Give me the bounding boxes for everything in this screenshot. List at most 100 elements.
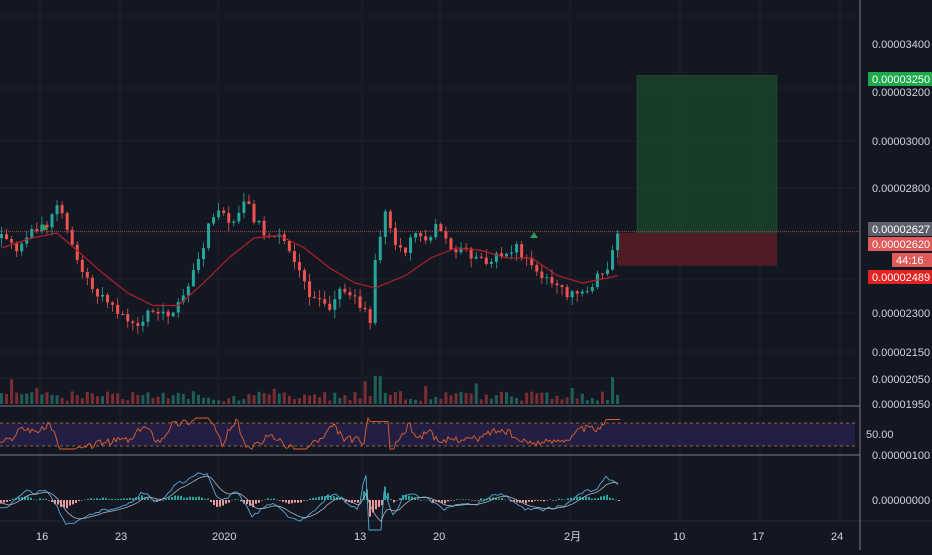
macd-histogram-bar bbox=[501, 498, 503, 500]
candle-body bbox=[0, 234, 3, 238]
macd-histogram-bar bbox=[111, 498, 113, 500]
macd-histogram-bar bbox=[465, 499, 467, 501]
volume-bar bbox=[540, 392, 544, 404]
macd-histogram-bar bbox=[567, 498, 569, 500]
volume-bar bbox=[65, 400, 69, 404]
macd-histogram-bar bbox=[597, 498, 599, 500]
macd-tick: 0.00000100 bbox=[872, 450, 930, 462]
macd-histogram-bar bbox=[279, 500, 281, 501]
volume-bar bbox=[575, 398, 579, 404]
volume-bar bbox=[176, 392, 180, 404]
candle-body bbox=[535, 265, 539, 272]
macd-histogram-bar bbox=[132, 498, 134, 500]
price-tick: 0.00003000 bbox=[872, 136, 930, 148]
candle-body bbox=[565, 287, 569, 298]
candle-body bbox=[378, 236, 382, 260]
macd-line bbox=[0, 472, 619, 531]
volume-bar bbox=[308, 395, 312, 404]
candle-body bbox=[540, 271, 544, 278]
macd-histogram-bar bbox=[294, 500, 296, 503]
volume-bar bbox=[15, 392, 19, 404]
volume-bar bbox=[121, 399, 125, 404]
macd-histogram-bar bbox=[102, 497, 104, 500]
macd-histogram-bar bbox=[3, 500, 5, 503]
candle-body bbox=[186, 286, 190, 296]
macd-histogram-bar bbox=[609, 497, 611, 500]
candle-body bbox=[95, 289, 99, 297]
candle-body bbox=[30, 228, 34, 238]
candle-body bbox=[580, 291, 584, 294]
macd-histogram-bar bbox=[468, 499, 470, 500]
volume-bar bbox=[227, 398, 231, 404]
volume-bar bbox=[262, 393, 266, 404]
profit-zone[interactable] bbox=[636, 75, 778, 234]
macd-histogram-bar bbox=[291, 500, 293, 504]
macd-histogram-bar bbox=[108, 499, 110, 500]
candle-body bbox=[328, 303, 332, 310]
candle-body bbox=[429, 237, 433, 241]
volume-bars bbox=[0, 375, 620, 404]
macd-histogram-bar bbox=[483, 498, 485, 500]
candle-body bbox=[469, 248, 473, 259]
volume-bar bbox=[257, 391, 261, 404]
macd-histogram-bar bbox=[183, 497, 185, 500]
candle-body bbox=[5, 234, 9, 240]
price-axis[interactable]: 0.00003400 0.00003200 0.00003000 0.00002… bbox=[868, 39, 932, 411]
volume-bar bbox=[494, 395, 498, 404]
loss-zone[interactable] bbox=[617, 233, 777, 266]
volume-bar bbox=[136, 394, 140, 404]
candle-body bbox=[262, 220, 266, 236]
time-axis[interactable]: 16 23 2020 13 20 2月 10 17 24 bbox=[36, 531, 843, 543]
macd-histogram-bar bbox=[18, 497, 20, 500]
candle-body bbox=[207, 223, 211, 249]
signal-arrow-icon bbox=[40, 224, 48, 230]
macd-histogram-bar bbox=[297, 500, 299, 503]
candle-body bbox=[297, 261, 301, 271]
candle-body bbox=[545, 277, 549, 279]
candle-body bbox=[479, 256, 483, 258]
volume-bar bbox=[398, 391, 402, 404]
candle-body bbox=[35, 228, 39, 232]
macd-histogram-bar bbox=[204, 499, 206, 500]
candle-body bbox=[151, 310, 155, 312]
macd-histogram-bar bbox=[219, 500, 221, 507]
macd-histogram-bar bbox=[396, 500, 398, 501]
volume-bar bbox=[449, 395, 453, 404]
volume-bar bbox=[272, 388, 276, 404]
candle-body bbox=[550, 277, 554, 284]
macd-histogram-bar bbox=[432, 500, 434, 503]
macd-histogram-bar bbox=[240, 500, 242, 502]
candle-body bbox=[560, 285, 564, 288]
macd-histogram-bar bbox=[618, 500, 620, 501]
macd-histogram-bar bbox=[579, 496, 581, 500]
candle-body bbox=[489, 261, 493, 264]
price-tick: 0.00002050 bbox=[872, 374, 930, 386]
candle-body bbox=[308, 281, 312, 298]
candle-body bbox=[611, 250, 615, 270]
volume-bar bbox=[560, 399, 564, 404]
macd-histogram-bar bbox=[174, 495, 176, 500]
candle-body bbox=[227, 213, 231, 223]
volume-bar bbox=[409, 398, 413, 404]
volume-bar bbox=[595, 400, 599, 404]
candle-body bbox=[555, 283, 559, 286]
candle-body bbox=[80, 259, 84, 272]
macd-histogram-bar bbox=[441, 500, 443, 503]
volume-bar bbox=[469, 393, 473, 404]
volume-bar bbox=[343, 395, 347, 404]
macd-histogram-bar bbox=[138, 497, 140, 500]
macd-histogram-bar bbox=[150, 499, 152, 501]
macd-histogram-bar bbox=[255, 500, 257, 504]
macd-signal-line bbox=[0, 475, 619, 523]
volume-bar bbox=[191, 391, 195, 404]
macd-histogram-bar bbox=[186, 497, 188, 500]
macd-histogram-bar bbox=[438, 500, 440, 503]
macd-histogram-bar bbox=[375, 500, 377, 510]
macd-histogram-bar bbox=[309, 498, 311, 500]
macd-histogram-bar bbox=[507, 499, 509, 501]
candle-body bbox=[585, 291, 589, 293]
macd-histogram-bar bbox=[480, 498, 482, 500]
macd-histogram-bar bbox=[117, 498, 119, 500]
